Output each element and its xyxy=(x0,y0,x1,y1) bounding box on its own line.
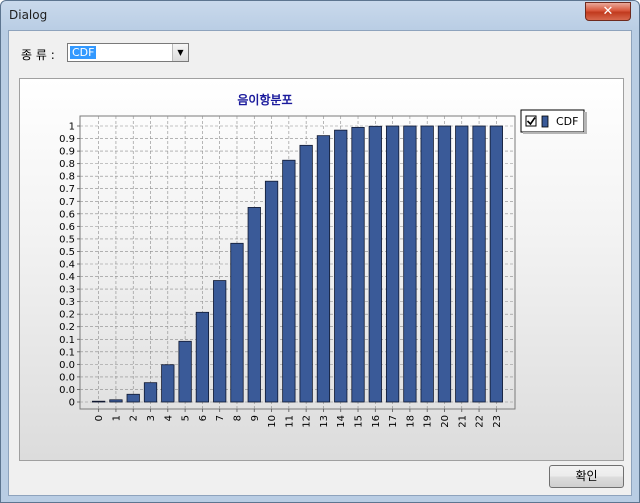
cdf-bar xyxy=(437,125,452,403)
cdf-bar xyxy=(472,125,486,403)
x-tick-label: 22 xyxy=(475,415,486,428)
y-tick-label: 0.7 xyxy=(59,184,75,195)
cdf-bar xyxy=(213,280,227,403)
type-combobox[interactable]: CDF ▼ xyxy=(67,43,189,62)
legend-checkbox[interactable] xyxy=(525,115,537,127)
chart-panel: 음이항분포 0 0.0 0.0 0.0 0.1 0.1 0.2 0.2 0.3 0.3 0.4 0.4… xyxy=(19,78,624,461)
cdf-bar xyxy=(420,125,434,403)
x-tick-label: 12 xyxy=(302,415,313,428)
y-tick-label: 0.5 xyxy=(59,234,75,245)
ok-button-label: 확인 xyxy=(575,469,598,483)
cdf-bar xyxy=(126,393,140,403)
x-tick-label: 16 xyxy=(371,415,382,428)
window-title: Dialog xyxy=(9,8,48,22)
y-tick-label: 0.6 xyxy=(59,209,75,220)
chevron-down-icon[interactable]: ▼ xyxy=(172,44,188,61)
cdf-bar xyxy=(368,125,382,403)
x-tick-label: 4 xyxy=(163,415,174,421)
cdf-bar xyxy=(247,207,261,403)
x-tick-label: 1 xyxy=(111,415,122,421)
plot-area xyxy=(79,115,516,410)
x-tick-label: 5 xyxy=(181,415,192,421)
cdf-bar xyxy=(385,125,400,403)
cdf-bar xyxy=(178,340,192,403)
cdf-bar xyxy=(230,242,244,403)
cdf-bar xyxy=(264,180,279,403)
cdf-bar xyxy=(351,126,365,403)
y-tick-label: 0.8 xyxy=(59,159,75,170)
y-tick-label: 0.2 xyxy=(59,322,75,333)
x-tick-label: 7 xyxy=(215,415,226,421)
y-tick-label: 0.3 xyxy=(59,297,75,308)
y-tick-label: 0.0 xyxy=(59,385,75,396)
x-tick-label: 3 xyxy=(146,415,157,421)
x-tick-label: 0 xyxy=(94,415,105,421)
close-icon: ✕ xyxy=(602,4,614,19)
y-tick-label: 0.7 xyxy=(59,197,75,208)
bar-series xyxy=(92,125,503,403)
x-tick-label: 18 xyxy=(405,415,416,428)
y-tick-label: 0.9 xyxy=(59,134,75,145)
x-tick-label: 10 xyxy=(267,415,278,428)
y-axis: 00.00.00.00.10.10.20.20.30.30.40.40.50.5… xyxy=(59,122,80,409)
cdf-bar xyxy=(455,125,469,403)
x-axis: 0 1 2 3 4 5 6 7 8 9 10 11 12 13 14 15 16 17 18 19 20 21 22 23 xyxy=(94,409,503,428)
y-tick-label: 0 xyxy=(69,398,75,409)
cdf-bar xyxy=(334,129,348,403)
x-tick-label: 13 xyxy=(319,415,330,428)
x-tick-label: 17 xyxy=(388,415,399,428)
cdf-bar xyxy=(195,311,210,403)
x-tick-label: 21 xyxy=(457,415,468,428)
chart-legend[interactable]: CDF xyxy=(520,109,587,134)
x-tick-label: 15 xyxy=(354,415,365,428)
title-bar[interactable]: Dialog ✕ xyxy=(1,1,639,29)
ok-button[interactable]: 확인 xyxy=(549,465,624,488)
y-tick-label: 0.3 xyxy=(59,285,75,296)
cdf-bar xyxy=(403,125,417,403)
y-tick-label: 0.0 xyxy=(59,372,75,383)
cdf-bar xyxy=(489,125,503,403)
y-tick-label: 0.4 xyxy=(59,272,75,283)
y-tick-label: 0.8 xyxy=(59,172,75,183)
cdf-bar xyxy=(299,144,313,403)
x-tick-label: 9 xyxy=(250,415,261,421)
y-tick-label: 0.6 xyxy=(59,222,75,233)
cdf-bar xyxy=(92,400,106,403)
chart-title: 음이항분포 xyxy=(237,92,292,107)
cdf-bar xyxy=(109,399,123,403)
dialog-client-area: 종 류 : CDF ▼ 음이항분포 0 0.0 0.0 0.0 0.1 0.1 0.2 0.2… xyxy=(8,30,632,496)
x-tick-label: 6 xyxy=(198,415,209,421)
type-combobox-value: CDF xyxy=(70,46,97,59)
distribution-chart: 음이항분포 00.00.00.00.10.10.20.20.30.30.40.4… xyxy=(59,92,587,428)
cdf-bar xyxy=(316,135,331,403)
x-tick-label: 8 xyxy=(232,415,243,421)
legend-swatch xyxy=(541,115,549,128)
x-tick-label: 2 xyxy=(129,415,140,421)
y-tick-label: 1 xyxy=(69,122,75,133)
close-button[interactable]: ✕ xyxy=(585,2,631,21)
y-tick-label: 0.4 xyxy=(59,260,75,271)
cdf-bar xyxy=(143,382,158,403)
x-tick-label: 11 xyxy=(284,415,295,428)
legend-label: CDF xyxy=(556,115,578,128)
x-tick-label: 14 xyxy=(336,415,347,428)
x-tick-label: 23 xyxy=(492,415,503,428)
y-tick-label: 0.0 xyxy=(59,360,75,371)
y-tick-label: 0.1 xyxy=(59,335,75,346)
x-tick-label: 19 xyxy=(423,415,434,428)
x-tick-label: 20 xyxy=(440,415,451,428)
y-tick-label: 0.9 xyxy=(59,147,75,158)
y-tick-label: 0.2 xyxy=(59,310,75,321)
y-tick-label: 0.1 xyxy=(59,347,75,358)
cdf-bar xyxy=(161,364,175,403)
y-tick-label: 0.5 xyxy=(59,247,75,258)
type-label: 종 류 : xyxy=(21,48,55,62)
check-icon xyxy=(526,117,536,126)
cdf-bar xyxy=(282,159,296,403)
